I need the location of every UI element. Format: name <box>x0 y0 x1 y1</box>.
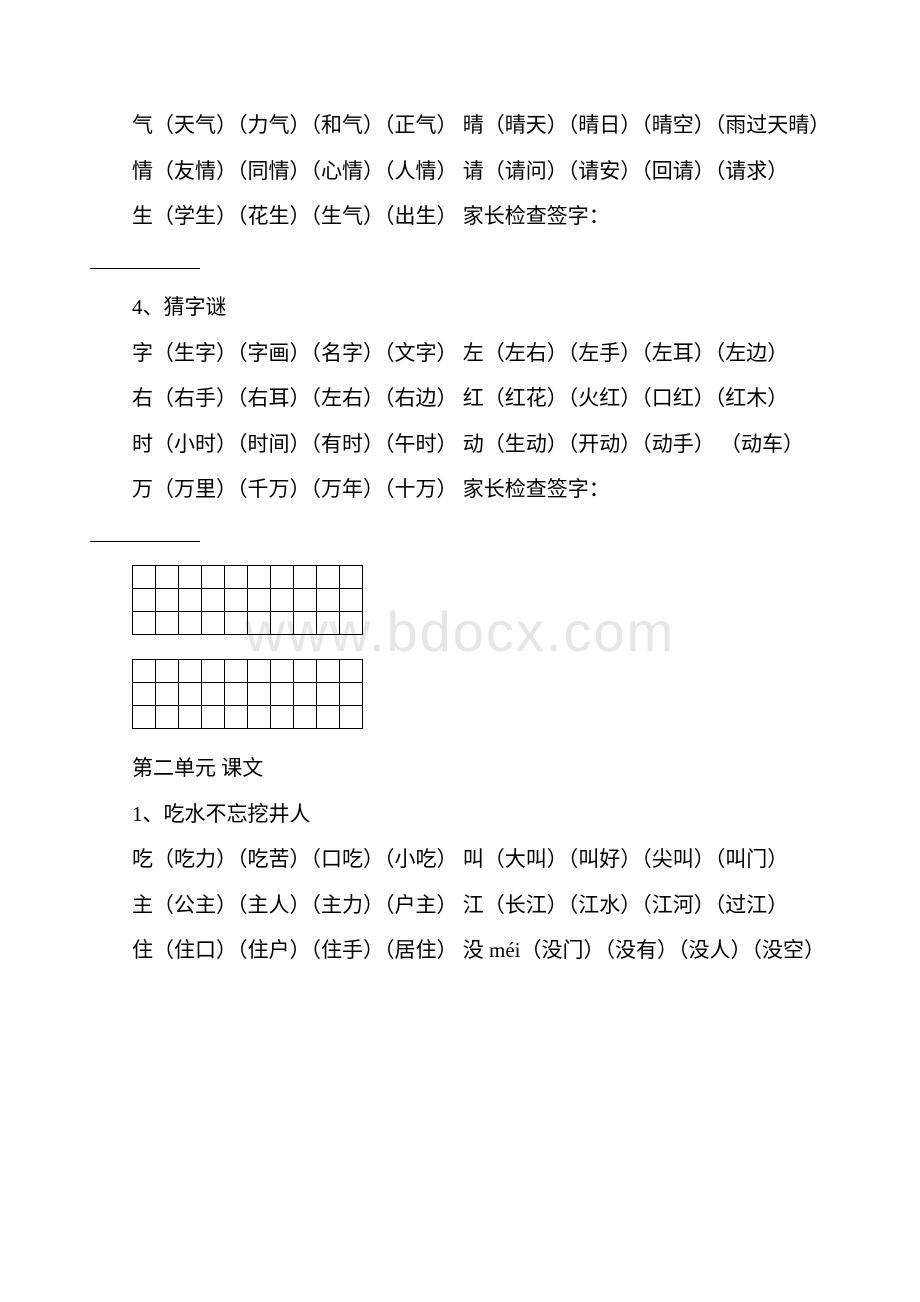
signature-underline-1 <box>90 247 830 279</box>
line-chi-jiao: 吃（吃力）（吃苦）（口吃）（小吃） 叫（大叫）（叫好）（尖叫）（叫门） <box>90 844 830 876</box>
grid-row <box>133 566 363 589</box>
line-sheng-text: 生（学生）（花生）（生气）（出生） 家长检查签字： <box>132 204 610 228</box>
line-qing-qing: 情（友情）（同情）（心情）（人情） 请（请问）（请安）（回请）（请求） <box>90 156 830 188</box>
line-wan-text: 万（万里）（千万）（万年）（十万） 家长检查签字： <box>132 477 610 501</box>
document-content: 气（天气）（力气）（和气）（正气） 晴（晴天）（晴日）（晴空）（雨过天晴） 情（… <box>90 110 830 967</box>
grid-row <box>133 683 363 706</box>
writing-grid-2 <box>132 659 830 729</box>
underline <box>90 524 200 542</box>
line-zi-zuo: 字（生字）（字画）（名字）（文字） 左（左右）（左手）（左耳）（左边） <box>90 338 830 370</box>
grid-row <box>133 660 363 683</box>
line-sheng-signature: 生（学生）（花生）（生气）（出生） 家长检查签字： <box>90 201 830 233</box>
line-you-hong: 右（右手）（右耳）（左右）（右边） 红（红花）（火红）（口红）（红木） <box>90 383 830 415</box>
grid-table <box>132 565 363 635</box>
grid-row <box>133 706 363 729</box>
lesson-heading-1: 1、吃水不忘挖井人 <box>90 799 830 831</box>
line-wan-signature: 万（万里）（千万）（万年）（十万） 家长检查签字： <box>90 474 830 506</box>
line-qi-qing: 气（天气）（力气）（和气）（正气） 晴（晴天）（晴日）（晴空）（雨过天晴） <box>90 110 830 142</box>
grid-table <box>132 659 363 729</box>
heading-4: 4、猜字谜 <box>90 292 830 324</box>
line-zhu-jiang: 主（公主）（主人）（主力）（户主） 江（长江）（江水）（江河）（过江） <box>90 890 830 922</box>
signature-underline-2 <box>90 520 830 552</box>
writing-grid-1 <box>132 565 830 635</box>
line-shi-dong: 时（小时）（时间）（有时）（午时） 动（生动）（开动）（动手） （动车） <box>90 429 830 461</box>
grid-row <box>133 589 363 612</box>
grid-row <box>133 612 363 635</box>
unit-heading: 第二单元 课文 <box>90 753 830 785</box>
underline <box>90 251 200 269</box>
line-zhu-mei: 住（住口）（住户）（住手）（居住） 没 méi（没门）（没有）（没人）（没空） <box>90 935 830 967</box>
